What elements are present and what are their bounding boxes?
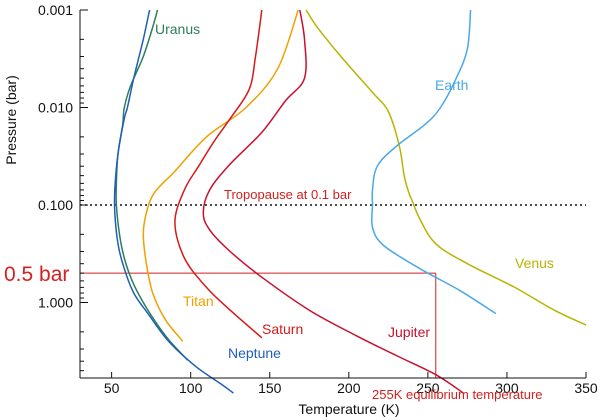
x-tick-label-100: 100: [179, 380, 203, 396]
series-line-earth: [370, 9, 497, 315]
series-label-uranus: Uranus: [155, 21, 200, 37]
series-layer: [113, 9, 587, 395]
series-line-saturn: [174, 9, 263, 339]
y-tick-label-0.001: 0.001: [38, 2, 73, 18]
x-tick-label-200: 200: [337, 380, 361, 396]
y-tick-label-0.100: 0.100: [38, 197, 73, 213]
y-axis-title: Pressure (bar): [3, 75, 19, 164]
y-tick-label-0.010: 0.010: [38, 100, 73, 116]
y-tick-label-1.000: 1.000: [38, 295, 73, 311]
x-tick-label-350: 350: [574, 380, 598, 396]
tropopause-label: Tropopause at 0.1 bar: [224, 187, 352, 202]
x-tick-label-50: 50: [104, 380, 120, 396]
series-line-venus: [305, 9, 587, 326]
half-bar-label: 0.5 bar: [4, 263, 69, 286]
series-line-uranus: [115, 9, 189, 361]
series-label-saturn: Saturn: [262, 321, 303, 337]
series-label-neptune: Neptune: [228, 345, 281, 361]
x-tick-label-150: 150: [258, 380, 282, 396]
annotation-lines-layer: [80, 204, 586, 378]
x-axis-title: Temperature (K): [298, 401, 399, 417]
x-tick-label-300: 300: [495, 380, 519, 396]
x-tick-label-250: 250: [416, 380, 440, 396]
series-label-venus: Venus: [515, 255, 554, 271]
series-label-titan: Titan: [183, 293, 214, 309]
series-line-jupiter: [202, 9, 465, 395]
series-label-jupiter: Jupiter: [388, 324, 430, 340]
series-line-titan: [142, 9, 299, 342]
series-label-earth: Earth: [435, 77, 468, 93]
equilibrium-temperature-label: 255K equilibrium temperature: [372, 387, 543, 402]
series-line-neptune: [113, 9, 234, 394]
labels-layer: Uranus Neptune Titan Saturn Jupiter Venus Eart…: [4, 21, 554, 402]
axes-layer: 50 100 150 200 250 300 350 0.001 0.010 0.100 1.000…: [3, 2, 598, 417]
